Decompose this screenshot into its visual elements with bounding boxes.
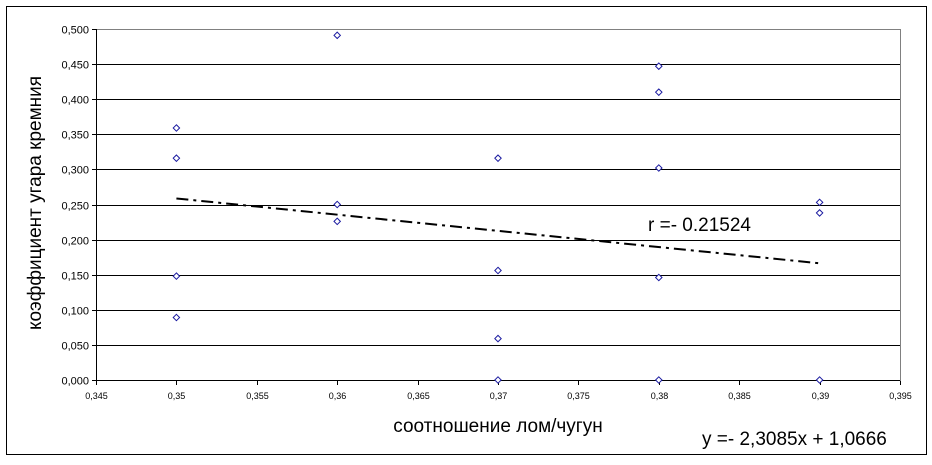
y-tick-label: 0,200 bbox=[61, 236, 89, 248]
y-tick-label: 0,350 bbox=[61, 130, 89, 142]
x-tick-label: 0,355 bbox=[246, 391, 269, 401]
y-tick-label: 0,400 bbox=[61, 95, 89, 107]
data-point bbox=[654, 164, 663, 172]
y-tick-label: 0,000 bbox=[61, 376, 89, 388]
y-tick-label: 0,250 bbox=[61, 201, 89, 213]
y-tick-label: 0,100 bbox=[61, 306, 89, 318]
chart-border bbox=[6, 6, 927, 455]
data-point bbox=[654, 88, 663, 97]
data-point bbox=[333, 31, 342, 40]
data-point bbox=[654, 62, 663, 71]
data-point bbox=[172, 272, 181, 281]
x-tick-label: 0,39 bbox=[812, 391, 830, 401]
data-point bbox=[494, 334, 502, 343]
trendline-group bbox=[176, 197, 820, 265]
data-point bbox=[494, 154, 502, 163]
trendline bbox=[176, 197, 820, 265]
data-point bbox=[815, 198, 824, 207]
y-tick-label: 0,450 bbox=[61, 60, 89, 72]
data-point bbox=[654, 273, 663, 282]
data-point bbox=[172, 313, 181, 322]
y-tick-label: 0,150 bbox=[61, 271, 89, 283]
data-point bbox=[494, 376, 502, 384]
x-tick-label: 0,37 bbox=[490, 391, 508, 401]
x-tick-label: 0,385 bbox=[728, 391, 751, 401]
tick-labels: 0,0000,0500,1000,1500,2000,2500,3000,350… bbox=[61, 25, 911, 402]
y-tick-label: 0,300 bbox=[61, 165, 89, 177]
data-point bbox=[172, 154, 181, 163]
y-axis-title: коэффициент угара кремния bbox=[25, 76, 46, 330]
data-point bbox=[815, 376, 824, 384]
data-point bbox=[172, 124, 181, 132]
data-point bbox=[494, 266, 502, 275]
data-point bbox=[654, 376, 663, 384]
x-tick-label: 0,375 bbox=[567, 391, 590, 401]
y-tick-label: 0,050 bbox=[61, 341, 89, 353]
data-point bbox=[333, 217, 342, 226]
regression-equation: y =- 2,3085x + 1,0666 bbox=[702, 429, 887, 450]
x-tick-label: 0,345 bbox=[85, 391, 108, 401]
x-tick-label: 0,35 bbox=[168, 391, 186, 401]
data-point bbox=[815, 209, 824, 217]
x-tick-label: 0,395 bbox=[889, 391, 912, 401]
x-tick-label: 0,365 bbox=[407, 391, 430, 401]
y-tick-label: 0,500 bbox=[61, 25, 89, 37]
data-point bbox=[333, 200, 342, 209]
x-tick-label: 0,36 bbox=[329, 391, 347, 401]
x-tick-label: 0,38 bbox=[651, 391, 669, 401]
correlation-annotation: r =- 0.21524 bbox=[648, 215, 751, 236]
x-axis-title: соотношение лом/чугун bbox=[393, 416, 602, 437]
data-points bbox=[172, 31, 824, 384]
